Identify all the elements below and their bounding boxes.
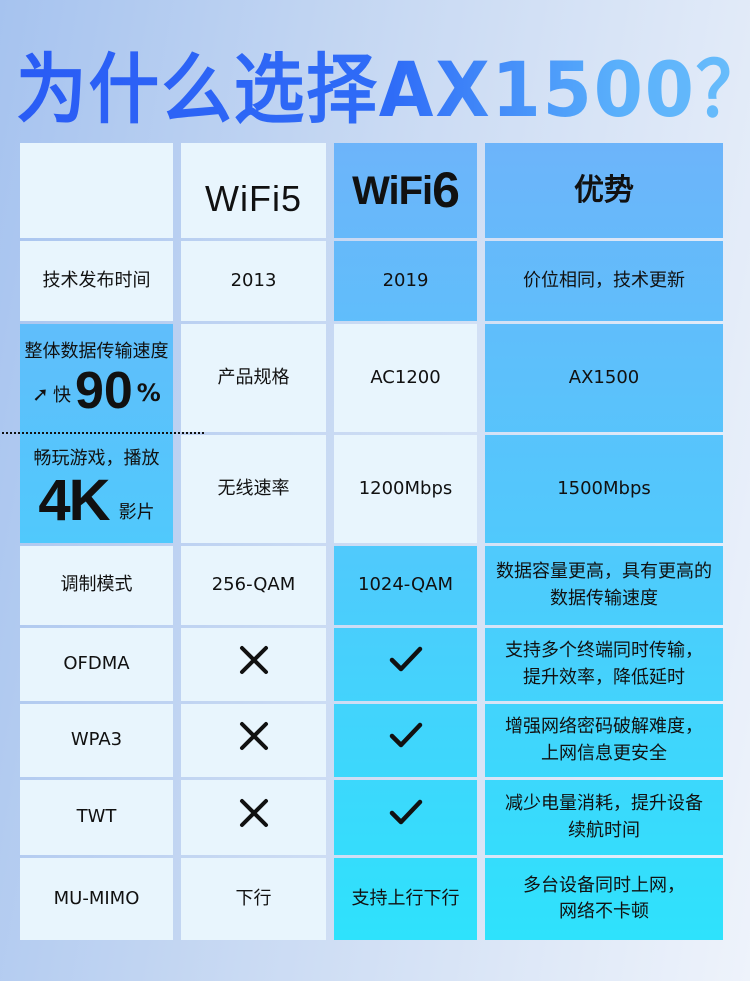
speed-line: 整体数据传输速度: [24, 340, 169, 362]
row-label: 调制模式: [20, 546, 173, 625]
wifi6-value: 支持上行下行: [334, 858, 477, 940]
advantage-value: 价位相同，技术更新: [485, 241, 723, 321]
advantage-merged: 整体数据传输速度 ➚ 快 90% 畅玩游戏，播放 4K 影片: [0, 324, 204, 543]
video-suffix: 影片: [118, 501, 155, 523]
row-label: TWT: [20, 780, 173, 855]
advantage-value: 数据容量更高，具有更高的 数据传输速度: [485, 546, 723, 625]
row-label: OFDMA: [20, 628, 173, 701]
game-line: 畅玩游戏，播放: [33, 447, 160, 469]
wifi5-value: 2013: [181, 241, 326, 321]
row-label: 产品规格: [181, 324, 326, 432]
wifi5-value: [181, 704, 326, 777]
wifi6-value: 1500Mbps: [485, 435, 723, 543]
comparison-table: WiFi5 WiFi 6 优势 技术发布时间 2013 2019 价位相同，技术更新产品…: [0, 143, 723, 940]
wifi5-value: 256-QAM: [181, 546, 326, 625]
row-label: WPA3: [20, 704, 173, 777]
check-icon: [389, 722, 423, 758]
cross-icon: [239, 721, 269, 759]
header-advantage: 优势: [485, 143, 723, 238]
row-label: 无线速率: [181, 435, 326, 543]
advantage-value: 多台设备同时上网， 网络不卡顿: [485, 858, 723, 940]
page-title: 为什么选择AX1500？: [16, 28, 750, 138]
wifi6-value: 2019: [334, 241, 477, 321]
video-big: 4K: [38, 468, 110, 534]
wifi5-value: [181, 628, 326, 701]
row-label: 技术发布时间: [20, 241, 173, 321]
faster-label: 快: [52, 384, 71, 406]
header-wifi6: WiFi 6: [334, 143, 477, 238]
advantage-value: 减少电量消耗，提升设备 续航时间: [485, 780, 723, 855]
wifi6-value: [334, 628, 477, 701]
wifi6-value: 1024-QAM: [334, 546, 477, 625]
wifi6-value: AX1500: [485, 324, 723, 432]
row-label: MU-MIMO: [20, 858, 173, 940]
check-icon: [389, 799, 423, 835]
header-empty: [20, 143, 173, 238]
wifi6-value: [334, 704, 477, 777]
wifi6-value: [334, 780, 477, 855]
cross-icon: [239, 798, 269, 836]
cross-icon: [239, 645, 269, 683]
faster-value: 90: [74, 362, 133, 421]
header-wifi5: WiFi5: [181, 143, 326, 238]
advantage-value: 支持多个终端同时传输， 提升效率，降低延时: [485, 628, 723, 701]
advantage-value: 增强网络密码破解难度， 上网信息更安全: [485, 704, 723, 777]
wifi5-value: AC1200: [334, 324, 477, 432]
faster-unit: %: [136, 379, 161, 408]
wifi5-value: 下行: [181, 858, 326, 940]
wifi5-value: 1200Mbps: [334, 435, 477, 543]
dotted-divider: [0, 432, 204, 434]
check-icon: [389, 646, 423, 682]
wifi6-prefix: WiFi: [352, 168, 433, 213]
arrow-up-icon: ➚: [32, 382, 49, 407]
wifi6-number: 6: [432, 162, 460, 219]
wifi5-value: [181, 780, 326, 855]
